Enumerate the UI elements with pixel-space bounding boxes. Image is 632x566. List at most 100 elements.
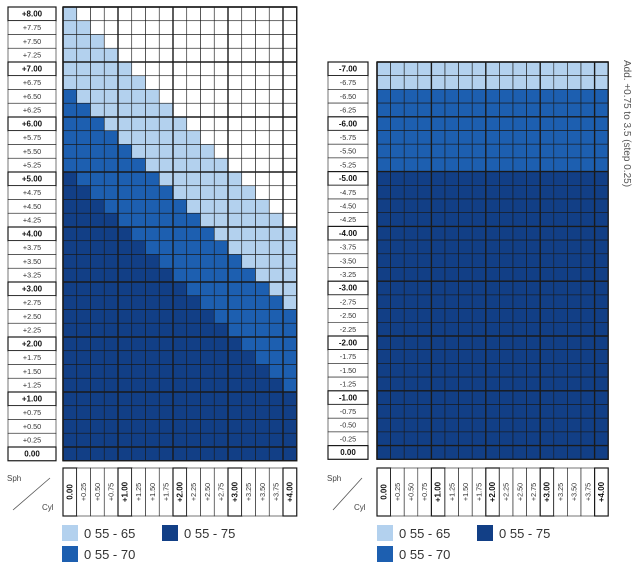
sph-tick-label: +4.50	[23, 202, 41, 211]
heatmap-cell	[403, 253, 419, 268]
heatmap-cell	[417, 404, 432, 419]
heatmap-cell	[90, 309, 105, 324]
heatmap-cell	[282, 254, 298, 269]
heatmap-cell	[255, 157, 270, 173]
heatmap-cell	[567, 335, 582, 350]
heatmap-cell	[431, 212, 446, 227]
heatmap-cell	[117, 364, 133, 379]
heatmap-cell	[255, 377, 270, 393]
heatmap-cell	[499, 335, 514, 350]
heatmap-cell	[471, 198, 487, 213]
heatmap-cell	[539, 75, 555, 90]
heatmap-cell	[62, 185, 78, 200]
heatmap-cell	[255, 47, 270, 63]
heatmap-cell	[90, 212, 105, 228]
heatmap-cell	[76, 61, 91, 77]
heatmap-cell	[90, 20, 105, 35]
heatmap-cell	[512, 198, 527, 213]
heatmap-cell	[594, 294, 609, 309]
heatmap-cell	[526, 116, 541, 131]
heatmap-cell	[526, 75, 541, 90]
heatmap-cell	[567, 349, 582, 364]
heatmap-cell	[131, 130, 146, 145]
heatmap-cell	[376, 102, 391, 118]
heatmap-cell	[62, 364, 78, 379]
heatmap-cell	[172, 61, 188, 77]
sph-tick-label: 0.00	[340, 448, 356, 457]
heatmap-cell	[444, 280, 459, 296]
heatmap-cell	[145, 226, 160, 242]
heatmap-cell	[499, 321, 514, 337]
heatmap-cell	[186, 89, 201, 104]
heatmap-cell	[227, 171, 243, 187]
heatmap-cell	[255, 240, 270, 255]
heatmap-cell	[390, 267, 405, 282]
heatmap-cell	[390, 390, 405, 405]
legend-label-medium: 0 55 - 70	[84, 546, 136, 562]
cyl-tick-label: +1.75	[162, 483, 171, 501]
heatmap-cell	[255, 309, 270, 324]
heatmap-cell	[103, 254, 119, 269]
heatmap-cell	[553, 376, 568, 392]
heatmap-cell	[213, 432, 229, 448]
heatmap-cell	[186, 432, 201, 448]
heatmap-cell	[90, 157, 105, 173]
heatmap-cell	[526, 239, 541, 255]
heatmap-cell	[471, 239, 487, 255]
sph-tick-label: -4.00	[339, 229, 358, 238]
sph-tick-label: -2.75	[340, 297, 356, 306]
heatmap-cell	[268, 419, 284, 434]
heatmap-cell	[76, 295, 91, 310]
heatmap-cell	[499, 89, 514, 104]
heatmap-cell	[417, 75, 432, 90]
heatmap-cell	[90, 419, 105, 434]
heatmap-cell	[376, 280, 391, 296]
heatmap-cell	[458, 253, 473, 268]
heatmap-cell	[172, 47, 188, 63]
legend-swatch-medium-right	[377, 546, 393, 562]
heatmap-cell	[485, 335, 500, 350]
heatmap-cell	[227, 295, 243, 310]
heatmap-cell	[539, 376, 555, 392]
heatmap-cell	[186, 157, 201, 173]
heatmap-cell	[186, 267, 201, 283]
heatmap-cell	[255, 75, 270, 90]
heatmap-cell	[499, 102, 514, 118]
heatmap-cell	[186, 102, 201, 118]
heatmap-cell	[458, 349, 473, 364]
heatmap-cell	[76, 446, 91, 462]
heatmap-cell	[471, 157, 487, 172]
cyl-axis-label: Cyl	[42, 503, 54, 512]
heatmap-cell	[76, 212, 91, 228]
heatmap-cell	[526, 212, 541, 227]
heatmap-cell	[580, 363, 595, 378]
heatmap-cell	[213, 391, 229, 407]
heatmap-cell	[471, 89, 487, 104]
heatmap-cell	[172, 212, 188, 228]
heatmap-cell	[458, 431, 473, 446]
heatmap-cell	[213, 419, 229, 434]
heatmap-cell	[499, 75, 514, 90]
heatmap-cell	[390, 349, 405, 364]
heatmap-cell	[103, 20, 119, 35]
heatmap-cell	[539, 404, 555, 419]
heatmap-cell	[131, 295, 146, 310]
heatmap-cell	[117, 116, 133, 132]
heatmap-cell	[567, 363, 582, 378]
heatmap-cell	[172, 281, 188, 297]
heatmap-cell	[241, 130, 256, 145]
heatmap-cell	[227, 6, 243, 22]
heatmap-cell	[458, 143, 473, 159]
heatmap-cell	[268, 212, 284, 228]
heatmap-cell	[90, 6, 105, 22]
heatmap-cell	[103, 199, 119, 214]
heatmap-cell	[403, 390, 419, 405]
legend-swatch-light-right	[377, 525, 393, 541]
heatmap-cell	[268, 144, 284, 159]
cyl-tick-label: +1.00	[434, 481, 443, 502]
heatmap-cell	[117, 419, 133, 434]
heatmap-cell	[145, 419, 160, 434]
heatmap-cell	[76, 309, 91, 324]
heatmap-cell	[145, 47, 160, 63]
legend-item-medium-right: 0 55 - 70	[377, 546, 450, 562]
